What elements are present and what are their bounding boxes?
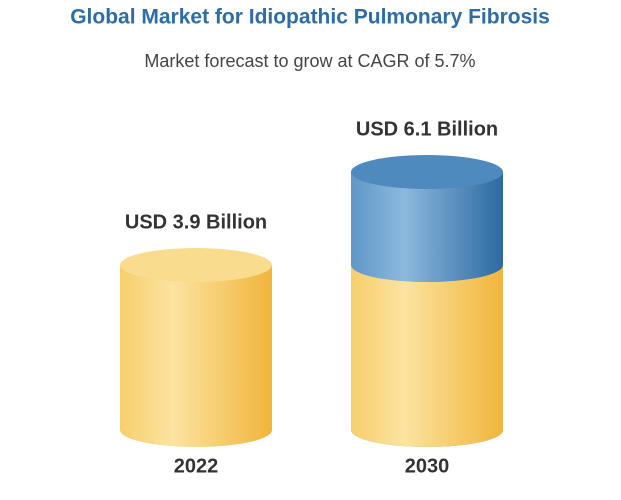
- chart-subtitle: Market forecast to grow at CAGR of 5.7%: [144, 51, 475, 71]
- value-label: USD 6.1 Billion: [356, 118, 498, 140]
- cylinder-base-part: [351, 265, 503, 447]
- chart-title: Global Market for Idiopathic Pulmonary F…: [70, 6, 550, 29]
- cylinder-body: [120, 265, 272, 447]
- cylinder-top: [351, 155, 503, 189]
- cylinder-top: [120, 248, 272, 283]
- value-label: USD 3.9 Billion: [125, 211, 267, 233]
- category-label: 2030: [405, 455, 450, 477]
- category-label: 2022: [174, 455, 219, 477]
